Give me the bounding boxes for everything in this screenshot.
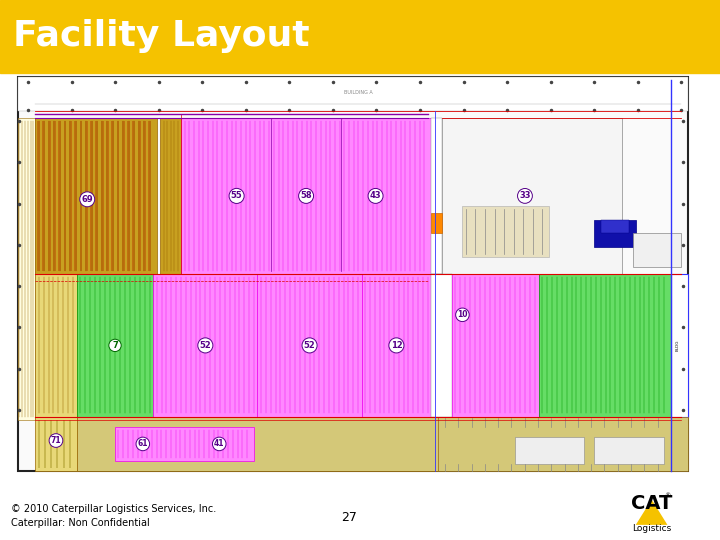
Bar (112, 121, 114, 271)
Text: 61: 61 (138, 440, 148, 448)
Bar (106, 121, 109, 271)
Text: Logistics: Logistics (632, 524, 671, 532)
Bar (77, 274, 153, 417)
Text: 27: 27 (341, 511, 357, 524)
Bar (160, 118, 181, 274)
Bar (85, 121, 88, 271)
Bar (74, 121, 77, 271)
Bar (115, 427, 254, 461)
Bar (18, 77, 688, 111)
Bar (117, 121, 120, 271)
Bar (138, 121, 140, 271)
Bar (132, 121, 135, 271)
Text: 52: 52 (199, 341, 211, 350)
Bar (431, 118, 441, 274)
Bar (515, 437, 584, 464)
Bar (595, 220, 636, 247)
Bar (361, 274, 431, 417)
Text: 69: 69 (81, 195, 93, 204)
Bar (601, 220, 629, 233)
Text: © 2010 Caterpillar Logistics Services, Inc.: © 2010 Caterpillar Logistics Services, I… (11, 504, 216, 514)
Text: 33: 33 (519, 191, 531, 200)
Bar (35, 118, 157, 274)
Bar (77, 417, 438, 471)
Text: ®: ® (665, 493, 670, 498)
Bar (63, 420, 65, 468)
Bar (153, 274, 258, 417)
Bar (633, 233, 681, 267)
Bar (53, 121, 56, 271)
Bar (56, 420, 58, 468)
Bar (69, 121, 72, 271)
Text: BLDG: BLDG (676, 340, 680, 351)
Bar (539, 274, 671, 417)
Bar (431, 213, 441, 233)
Bar (79, 121, 82, 271)
Bar (42, 121, 45, 271)
Bar (35, 417, 77, 471)
Text: BUILDING A: BUILDING A (344, 90, 372, 95)
Text: 41: 41 (214, 440, 225, 448)
Bar (63, 121, 66, 271)
Bar (0, 0, 720, 73)
Bar (438, 417, 688, 471)
Text: Caterpillar: Non Confidential: Caterpillar: Non Confidential (11, 518, 150, 528)
Bar (462, 206, 549, 257)
Text: 7: 7 (112, 341, 118, 350)
Bar (35, 274, 77, 417)
Bar (18, 118, 35, 420)
Bar (452, 274, 539, 417)
Text: 12: 12 (390, 341, 402, 350)
Text: CAT: CAT (631, 494, 672, 513)
Bar (37, 420, 40, 468)
Text: 71: 71 (50, 436, 61, 445)
Text: 10: 10 (457, 310, 468, 319)
Bar (58, 121, 61, 271)
Bar (143, 121, 146, 271)
Bar (48, 121, 50, 271)
Text: 52: 52 (304, 341, 315, 350)
Bar (90, 121, 93, 271)
Text: Facility Layout: Facility Layout (13, 19, 310, 53)
Text: 58: 58 (300, 191, 312, 200)
Bar (44, 420, 46, 468)
Bar (258, 274, 361, 417)
Polygon shape (636, 500, 667, 525)
Bar (148, 121, 151, 271)
Bar (96, 121, 98, 271)
Bar (595, 437, 664, 464)
Bar (37, 121, 40, 271)
Bar (431, 274, 452, 417)
Bar (122, 121, 125, 271)
Text: 55: 55 (230, 191, 243, 200)
Bar (127, 121, 130, 271)
Bar (69, 420, 71, 468)
Text: 43: 43 (370, 191, 382, 200)
Bar (101, 121, 104, 271)
Bar (441, 118, 622, 274)
Bar (671, 274, 688, 417)
Bar (50, 420, 52, 468)
Bar (181, 118, 431, 274)
